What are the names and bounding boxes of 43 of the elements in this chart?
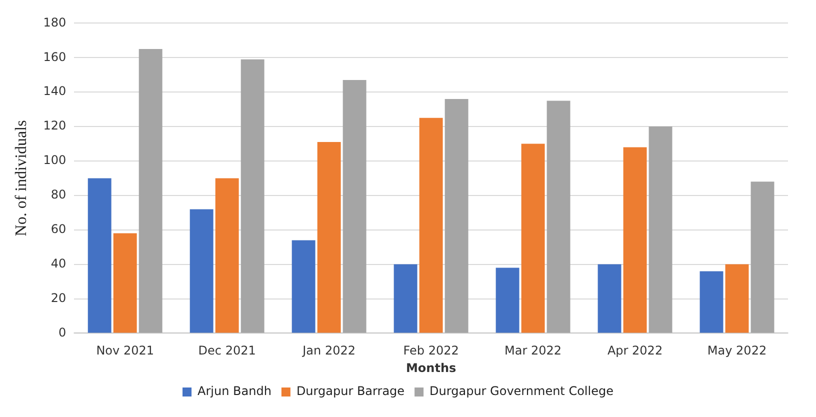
bar	[394, 264, 418, 333]
bar	[215, 178, 239, 333]
y-tick-label: 20	[50, 290, 66, 305]
y-tick-label: 100	[43, 153, 66, 168]
bar	[317, 142, 341, 333]
bar	[190, 209, 214, 333]
bar	[648, 126, 672, 333]
x-tick-label: Feb 2022	[403, 344, 459, 358]
bar	[750, 182, 774, 333]
y-tick-label: 80	[50, 188, 66, 202]
bar	[700, 271, 724, 333]
bar	[88, 178, 112, 333]
x-tick-label: Apr 2022	[607, 344, 663, 358]
bar	[496, 268, 520, 333]
x-axis-title: Months	[406, 360, 456, 375]
y-tick-label: 160	[43, 50, 66, 64]
bar	[138, 49, 162, 333]
y-tick-label: 40	[50, 256, 66, 270]
bar	[240, 59, 264, 333]
y-tick-label: 180	[43, 15, 66, 30]
bar	[521, 144, 545, 333]
bar	[419, 118, 443, 333]
bar	[546, 100, 570, 333]
bar	[598, 264, 622, 333]
x-tick-label: Dec 2021	[198, 344, 256, 358]
bar	[725, 264, 749, 333]
y-tick-label: 60	[50, 222, 66, 236]
y-axis-title: No. of individuals	[12, 120, 30, 236]
x-tick-label: May 2022	[707, 344, 767, 358]
legend-label: Arjun Bandh	[198, 384, 272, 398]
legend-label: Durgapur Government College	[430, 384, 614, 398]
y-tick-label: 140	[43, 84, 66, 98]
y-tick-label: 0	[58, 325, 66, 340]
bar	[444, 98, 468, 333]
bar	[342, 80, 366, 333]
bar	[113, 233, 137, 333]
bar	[623, 147, 647, 333]
x-tick-label: Jan 2022	[302, 344, 356, 358]
legend-label: Durgapur Barrage	[296, 384, 405, 398]
y-tick-label: 120	[43, 118, 66, 133]
x-tick-label: Nov 2021	[96, 344, 154, 358]
x-tick-label: Mar 2022	[504, 344, 562, 358]
bar	[292, 240, 316, 333]
